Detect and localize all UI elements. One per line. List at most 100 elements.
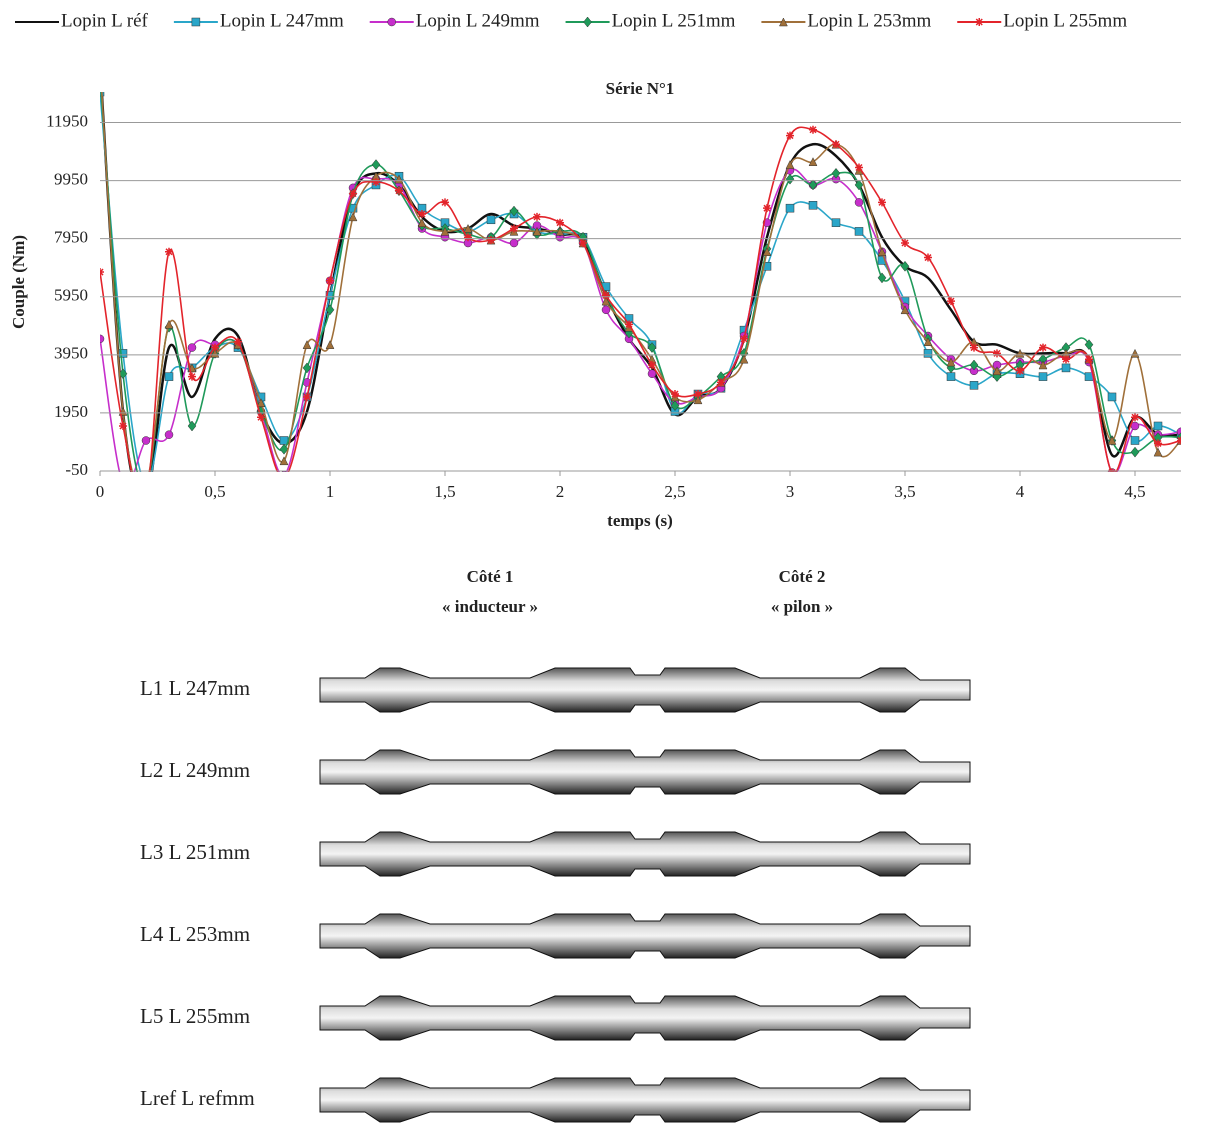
- data-point: [993, 349, 1001, 358]
- data-point: [1107, 435, 1117, 445]
- data-point: [808, 201, 818, 210]
- data-point: [969, 381, 979, 390]
- data-point: [1153, 447, 1163, 457]
- data-point: [1107, 392, 1117, 402]
- series-line: [100, 92, 1181, 472]
- data-point: [509, 205, 519, 217]
- data-point: [210, 348, 220, 358]
- data-point: [418, 209, 426, 218]
- data-point: [187, 343, 197, 352]
- data-point: [946, 357, 956, 367]
- data-point: [739, 354, 749, 364]
- data-point: [256, 398, 266, 408]
- specimen-label: L5 L 255mm: [140, 1004, 250, 1028]
- data-point: [394, 174, 404, 184]
- data-point: [1130, 436, 1140, 445]
- chart-title: Série N°1: [606, 79, 675, 98]
- data-point: [1130, 446, 1140, 458]
- data-point: [348, 212, 358, 222]
- data-point: [831, 167, 841, 179]
- data-point: [992, 366, 1002, 376]
- data-point: [441, 198, 449, 207]
- data-point: [854, 198, 864, 207]
- data-point: [464, 233, 472, 242]
- data-point: [463, 223, 473, 233]
- data-point: [119, 480, 127, 488]
- series-line: [100, 126, 1181, 472]
- data-point: [809, 125, 817, 134]
- data-point: [325, 304, 335, 316]
- data-point: [164, 430, 174, 439]
- x-tick-label: 2,5: [664, 482, 685, 501]
- data-point: [165, 247, 173, 256]
- specimen-shaft: [319, 995, 971, 1041]
- series-line: [100, 92, 1181, 472]
- legend-label: Lopin L réf: [61, 10, 149, 31]
- legend-marker: [583, 16, 592, 28]
- data-point: [371, 159, 381, 171]
- y-tick-label: 7950: [54, 228, 88, 247]
- data-point: [648, 360, 656, 369]
- data-point: [1038, 372, 1048, 381]
- data-point: [1108, 468, 1116, 472]
- data-point: [141, 436, 151, 445]
- data-point: [832, 140, 840, 149]
- data-point: [188, 372, 196, 381]
- data-point: [671, 390, 679, 399]
- data-point: [740, 334, 748, 343]
- legend-marker: [387, 17, 396, 27]
- data-point: [855, 163, 863, 172]
- data-point: [1130, 348, 1140, 358]
- data-point: [947, 297, 955, 306]
- data-point: [164, 319, 174, 329]
- data-point: [142, 482, 150, 492]
- side-title: Côté 2: [779, 567, 826, 586]
- data-point: [395, 186, 403, 195]
- data-point: [901, 239, 909, 248]
- data-point: [785, 160, 795, 169]
- x-axis-title: temps (s): [607, 511, 673, 530]
- y-tick-label: 1950: [54, 402, 88, 421]
- y-tick-label: 3950: [54, 344, 88, 363]
- side-subtitle: « inducteur »: [442, 597, 538, 616]
- data-point: [1177, 436, 1181, 445]
- data-point: [808, 157, 818, 166]
- data-point: [694, 390, 702, 399]
- data-point: [1085, 355, 1093, 364]
- data-point: [1061, 363, 1071, 373]
- data-point: [877, 247, 887, 256]
- data-point: [1084, 339, 1094, 351]
- data-point: [100, 334, 105, 344]
- data-point: [924, 253, 932, 262]
- data-point: [96, 59, 104, 67]
- data-point: [234, 337, 242, 346]
- data-point: [118, 368, 128, 380]
- data-point: [601, 305, 611, 315]
- y-tick-label: 5950: [54, 286, 88, 305]
- data-point: [647, 342, 657, 353]
- data-point: [923, 349, 933, 358]
- x-tick-label: 4,5: [1124, 482, 1145, 501]
- data-point: [602, 291, 610, 300]
- data-point: [854, 179, 864, 191]
- data-point: [763, 204, 771, 213]
- data-point: [762, 247, 772, 256]
- specimen-shaft: [319, 667, 971, 713]
- data-point: [601, 296, 611, 306]
- y-tick-label: 9950: [54, 169, 88, 188]
- data-point: [854, 227, 864, 236]
- data-point: [302, 362, 312, 374]
- data-point: [142, 480, 150, 488]
- side-subtitle: « pilon »: [771, 597, 833, 616]
- data-point: [279, 443, 289, 455]
- data-point: [831, 218, 841, 227]
- data-point: [279, 456, 289, 466]
- x-tick-label: 3,5: [894, 482, 915, 501]
- legend-marker: [779, 17, 788, 27]
- data-point: [417, 218, 427, 227]
- data-point: [717, 378, 725, 387]
- series-line: [100, 92, 1181, 472]
- legend-label: Lopin L 253mm: [807, 10, 931, 31]
- data-point: [946, 372, 956, 381]
- legend-label: Lopin L 249mm: [416, 10, 540, 31]
